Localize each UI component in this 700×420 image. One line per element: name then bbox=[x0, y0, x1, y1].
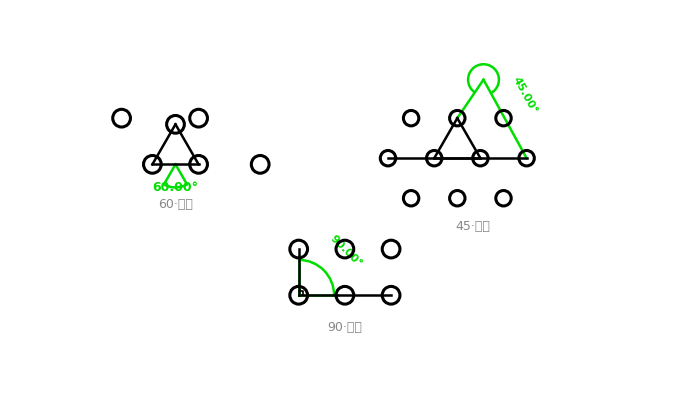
Text: 45.00°: 45.00° bbox=[511, 75, 540, 115]
Text: 45·错排: 45·错排 bbox=[455, 220, 490, 233]
Text: 90·直排: 90·直排 bbox=[328, 321, 363, 334]
Text: 60.00°: 60.00° bbox=[153, 181, 199, 194]
Text: 60·错排: 60·错排 bbox=[158, 198, 193, 211]
Text: 90.00°: 90.00° bbox=[328, 233, 363, 269]
